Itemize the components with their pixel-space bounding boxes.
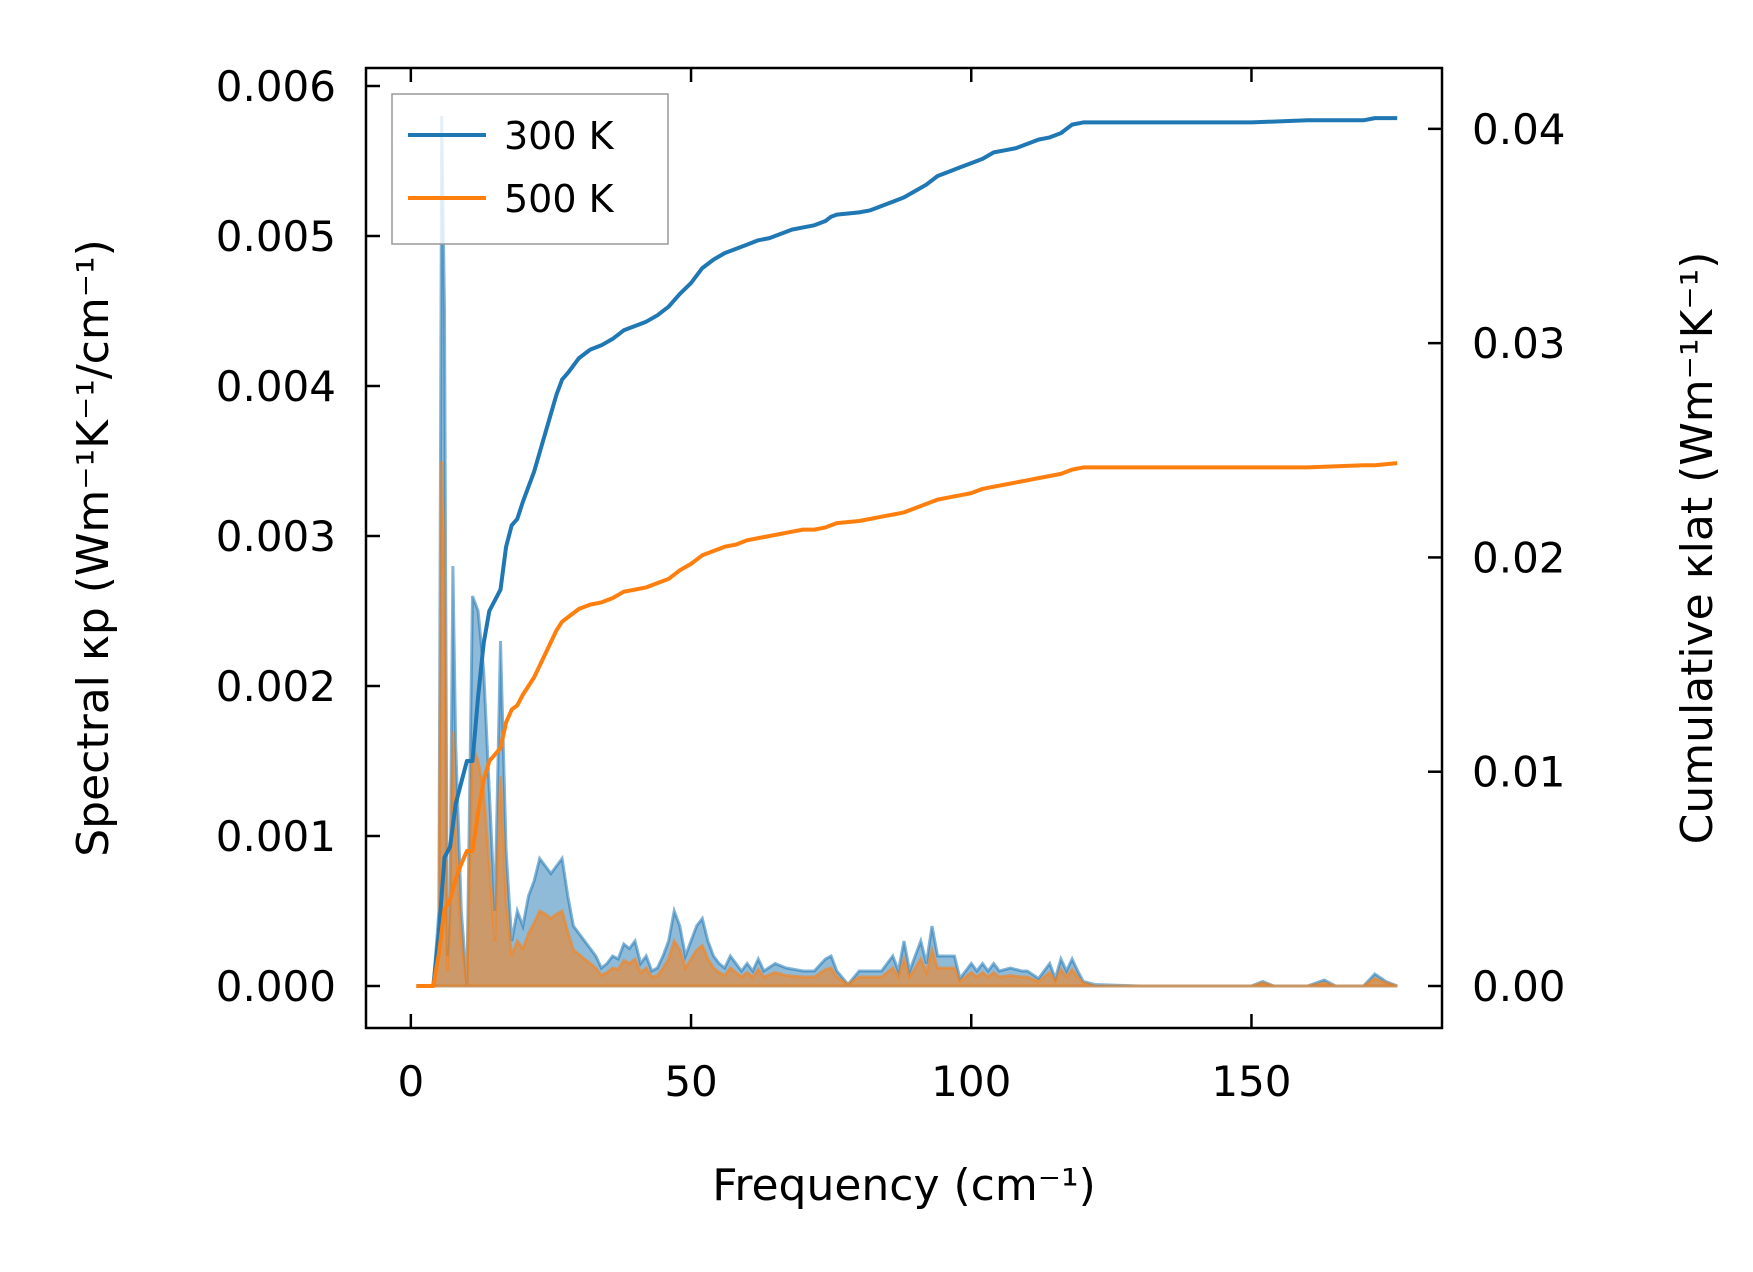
left-y-tick-label: 0.003 bbox=[216, 512, 336, 561]
x-tick-label: 0 bbox=[397, 1057, 424, 1106]
plot-frame bbox=[364, 66, 1444, 1030]
left-y-tick-label: 0.005 bbox=[216, 212, 336, 261]
x-axis-label: Frequency (cm⁻¹) bbox=[712, 1160, 1096, 1211]
left-y-tick-label: 0.006 bbox=[216, 62, 336, 111]
right-y-tick-label: 0.03 bbox=[1472, 319, 1566, 368]
legend: 300 K 500 K bbox=[391, 93, 669, 245]
left-y-axis: 0.000 0.001 0.002 0.003 0.004 0.005 0.006 bbox=[216, 62, 380, 1011]
x-tick-label: 50 bbox=[664, 1057, 717, 1106]
x-axis: 0 50 100 150 bbox=[397, 68, 1292, 1106]
right-y-tick-label: 0.02 bbox=[1472, 533, 1566, 582]
spectral-area-500k bbox=[416, 460, 1398, 988]
right-y-tick-label: 0.00 bbox=[1472, 962, 1566, 1011]
right-y-axis: 0.00 0.01 0.02 0.03 0.04 bbox=[1428, 105, 1566, 1011]
left-y-tick-label: 0.001 bbox=[216, 812, 336, 861]
left-y-axis-label: Spectral κp (Wm⁻¹K⁻¹/cm⁻¹) bbox=[68, 239, 119, 857]
cumulative-line-layer bbox=[416, 116, 1398, 988]
left-y-tick-label: 0.000 bbox=[216, 962, 336, 1011]
left-y-tick-label: 0.002 bbox=[216, 662, 336, 711]
spectral-fill-layer bbox=[416, 115, 1398, 988]
cumulative-line-500k bbox=[416, 461, 1398, 988]
legend-frame bbox=[391, 93, 669, 245]
legend-label-500k: 500 K bbox=[504, 177, 615, 221]
spectral-area-300k bbox=[416, 115, 1398, 988]
right-y-tick-label: 0.01 bbox=[1472, 748, 1566, 797]
cumulative-line-300k bbox=[416, 116, 1398, 988]
x-tick-label: 150 bbox=[1211, 1057, 1291, 1106]
right-y-axis-label: Cumulative κlat (Wm⁻¹K⁻¹) bbox=[1672, 252, 1723, 845]
right-y-tick-label: 0.04 bbox=[1472, 105, 1566, 154]
left-y-tick-label: 0.004 bbox=[216, 362, 336, 411]
x-tick-label: 100 bbox=[931, 1057, 1011, 1106]
legend-label-300k: 300 K bbox=[504, 114, 615, 158]
